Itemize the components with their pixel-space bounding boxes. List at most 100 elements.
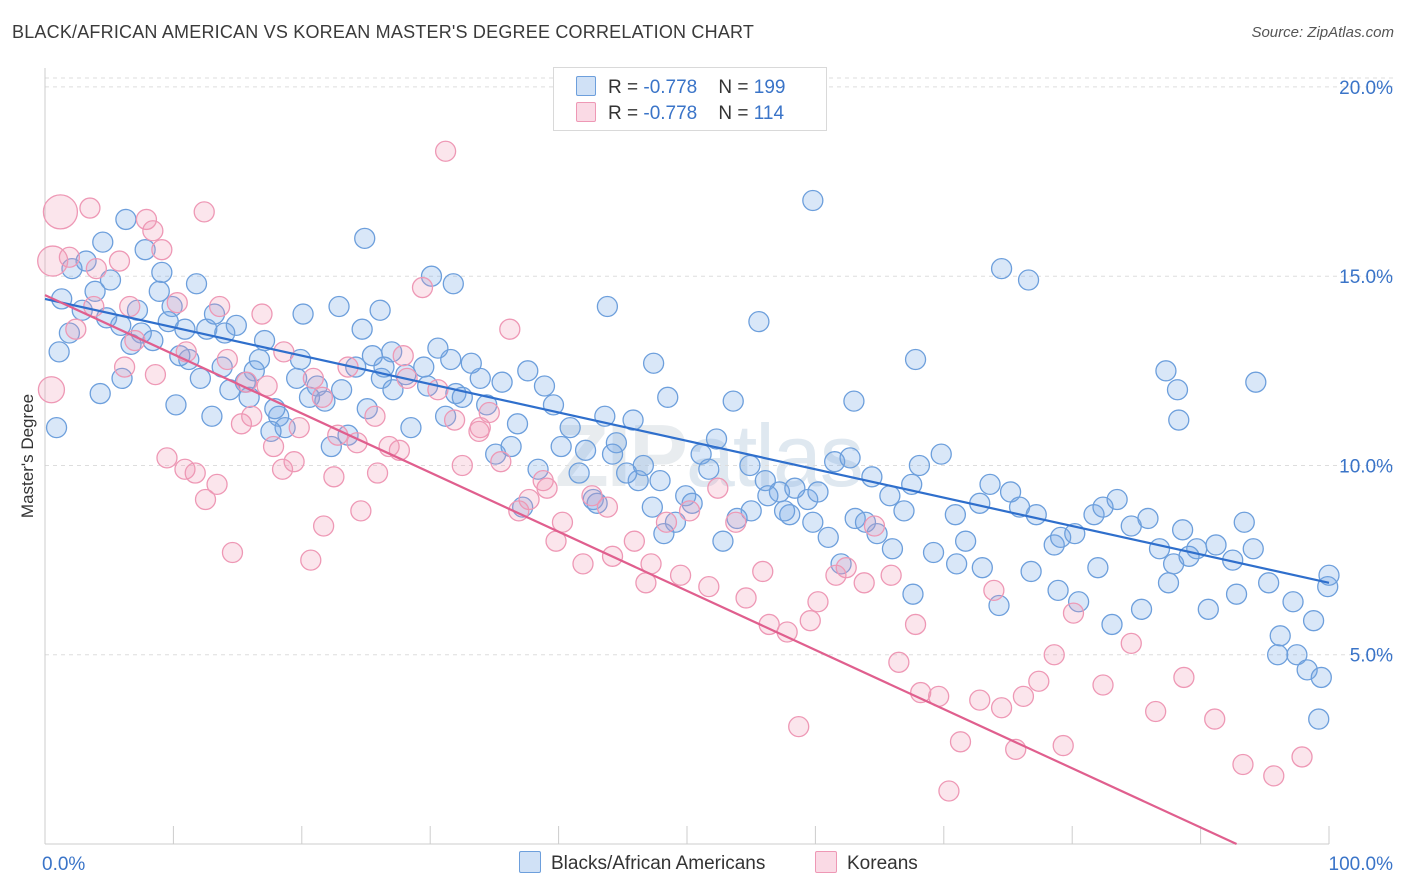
korean-point-2	[37, 376, 66, 404]
korean-point-80	[1052, 734, 1074, 757]
black-point-177	[48, 341, 70, 363]
black-point-200	[1308, 708, 1330, 730]
black-point-138	[527, 458, 549, 480]
black-point-87	[1233, 511, 1255, 533]
korean-point-4	[79, 197, 101, 219]
black-point-103	[1130, 598, 1153, 620]
black-point-140	[500, 435, 522, 458]
korean-point-18	[256, 375, 278, 397]
trend-line-koreans	[44, 294, 1238, 845]
korean-point-64	[853, 572, 875, 594]
korean-point-102	[241, 405, 263, 427]
korean-point-79	[1043, 644, 1065, 666]
black-point-122	[757, 485, 779, 507]
korean-point-108	[323, 466, 345, 488]
korean-point-60	[799, 610, 821, 632]
black-point-199	[1245, 371, 1267, 393]
black-point-83	[1171, 519, 1194, 541]
black-point-45	[649, 469, 671, 492]
korean-point-107	[312, 515, 335, 537]
black-point-184	[354, 227, 376, 249]
black-point-88	[1242, 538, 1264, 560]
black-point-190	[748, 310, 770, 333]
korean-point-21	[302, 367, 325, 390]
korean-point-54	[725, 511, 747, 533]
black-point-81	[1148, 538, 1171, 560]
legend-swatch-blue	[576, 76, 596, 96]
black-point-121	[773, 500, 796, 522]
korean-point-86	[1204, 708, 1226, 730]
korean-point-15	[216, 348, 238, 371]
black-point-8	[151, 261, 173, 284]
black-point-72	[1025, 504, 1047, 526]
korean-point-115	[536, 477, 558, 499]
black-point-42	[605, 432, 628, 454]
stats-legend-row-koreans: R = -0.778 N = 114	[576, 102, 784, 128]
black-point-113	[902, 583, 924, 605]
stats-legend-row-blacks: R = -0.778 N = 199	[576, 76, 785, 102]
korean-point-50	[669, 564, 692, 586]
black-point-118	[817, 526, 839, 549]
black-point-25	[356, 398, 378, 420]
black-point-4	[134, 239, 156, 261]
korean-point-11	[166, 292, 188, 314]
korean-point-32	[443, 409, 466, 431]
black-point-136	[559, 416, 581, 439]
black-point-188	[596, 295, 619, 318]
korean-point-111	[392, 345, 414, 367]
korean-point-97	[184, 462, 206, 484]
black-point-99	[1225, 583, 1248, 605]
black-point-67	[954, 530, 977, 552]
black-point-114	[881, 538, 904, 560]
korean-point-68	[904, 613, 927, 636]
black-point-130	[641, 496, 663, 518]
black-point-110	[971, 557, 993, 579]
black-point-125	[712, 530, 734, 552]
black-point-126	[698, 458, 720, 480]
korean-point-55	[735, 587, 757, 609]
korean-point-8	[135, 208, 158, 231]
korean-point-110	[366, 462, 389, 484]
legend-swatch-pink	[576, 102, 596, 122]
korean-point-49	[655, 511, 678, 533]
korean-point-106	[300, 549, 322, 571]
korean-point-88	[1263, 765, 1285, 787]
korean-point-41	[551, 511, 574, 533]
korean-point-81	[1062, 602, 1085, 624]
black-point-156	[286, 367, 308, 390]
korean-point-94	[144, 363, 167, 386]
korean-point-69	[910, 681, 932, 704]
black-point-108	[1020, 560, 1042, 583]
black-point-196	[1155, 360, 1177, 382]
axes	[44, 68, 1330, 845]
trend-lines	[44, 294, 1330, 845]
black-point-56	[807, 481, 829, 503]
korean-point-78	[1028, 670, 1050, 692]
black-point-197	[1166, 379, 1189, 401]
black-point-74	[1049, 526, 1072, 549]
black-point-186	[420, 265, 443, 287]
korean-point-9	[142, 220, 164, 242]
korean-point-17	[251, 303, 273, 325]
korean-point-95	[156, 447, 178, 469]
korean-point-43	[581, 485, 603, 507]
black-point-9	[185, 273, 208, 295]
black-point-49	[705, 428, 728, 450]
korean-point-71	[938, 780, 960, 802]
black-point-80	[1137, 507, 1159, 530]
black-point-35	[506, 413, 529, 435]
korean-point-31	[427, 379, 449, 401]
korean-point-82	[1092, 674, 1114, 696]
korean-point-23	[327, 424, 349, 446]
black-point-102	[1157, 572, 1180, 594]
black-point-146	[427, 337, 449, 359]
korean-point-5	[85, 257, 108, 280]
korean-point-20	[288, 416, 310, 439]
black-point-7	[148, 280, 170, 302]
y-tick-label-2: 15.0%	[1339, 267, 1393, 288]
black-point-100	[1197, 598, 1219, 620]
black-point-120	[784, 477, 806, 499]
korean-point-100	[221, 541, 244, 564]
chart-title: BLACK/AFRICAN AMERICAN VS KOREAN MASTER'…	[12, 22, 755, 42]
black-point-76	[1083, 504, 1105, 526]
